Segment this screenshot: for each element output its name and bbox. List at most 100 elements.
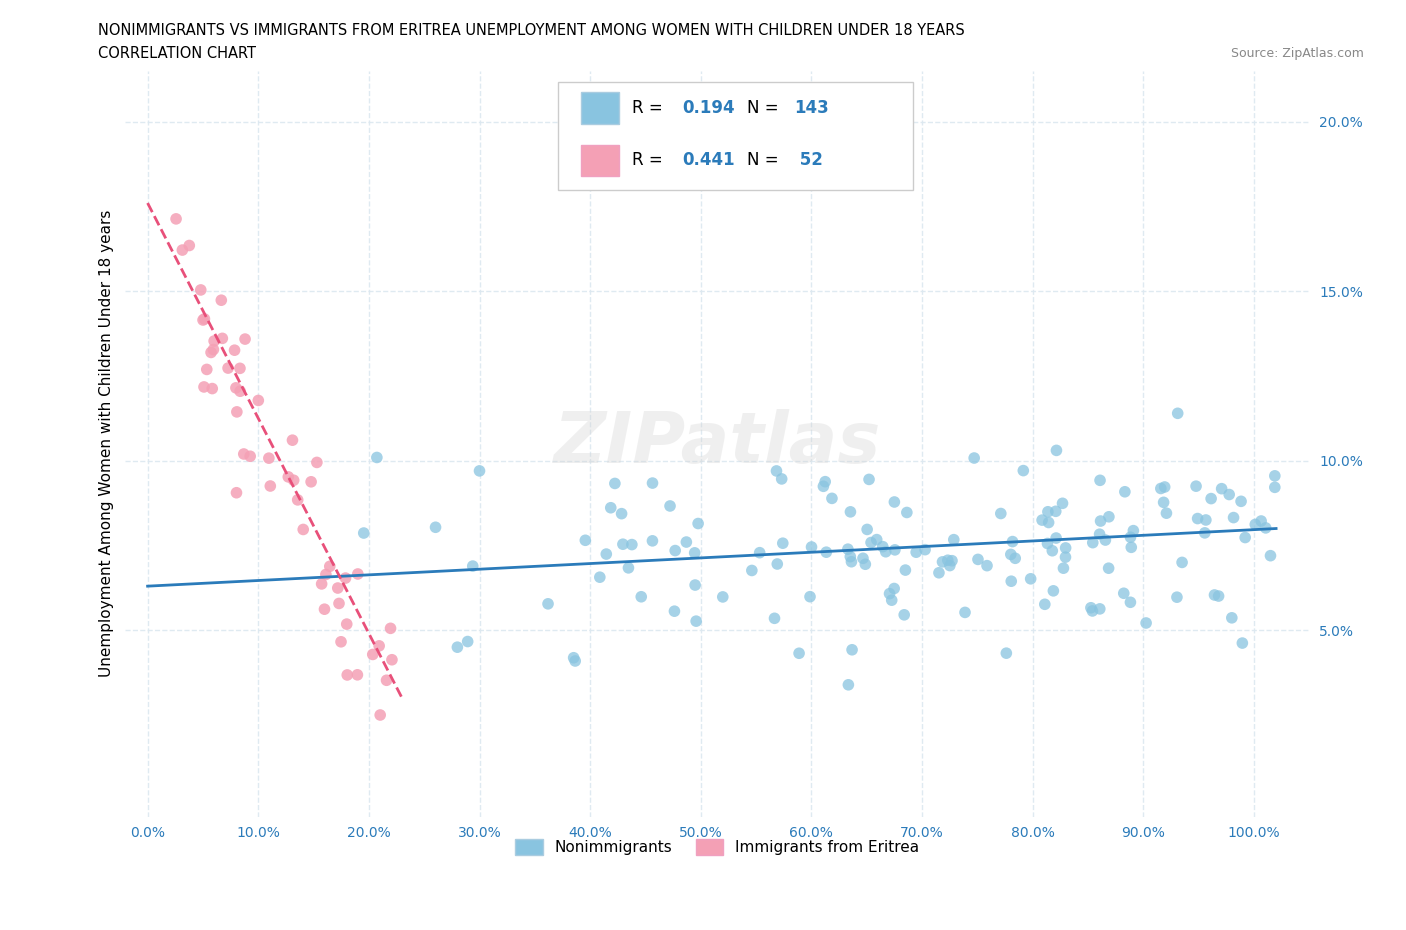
Point (353, 525, 375, 540)
Point (1244, 517, 1267, 532)
Point (1040, 543, 1063, 558)
Point (1031, 512, 1053, 527)
Point (1090, 513, 1112, 528)
Point (815, 545, 838, 560)
Point (641, 475, 664, 490)
Point (942, 532, 965, 547)
Point (976, 558, 998, 573)
Point (852, 551, 875, 565)
Text: CORRELATION CHART: CORRELATION CHART (98, 46, 256, 61)
Point (967, 552, 990, 567)
Point (766, 556, 789, 571)
Text: 143: 143 (794, 100, 830, 117)
Point (225, 405, 247, 419)
Point (748, 545, 770, 560)
Point (191, 312, 214, 327)
Point (1119, 530, 1142, 545)
Point (446, 640, 468, 655)
Point (202, 342, 225, 357)
Point (1260, 549, 1282, 564)
Point (1121, 540, 1143, 555)
Point (232, 446, 254, 461)
Point (311, 577, 333, 591)
Point (990, 506, 1012, 521)
Point (599, 500, 621, 515)
Point (1264, 480, 1286, 495)
Point (1038, 515, 1060, 530)
Point (1119, 595, 1142, 610)
Point (361, 647, 384, 662)
FancyBboxPatch shape (581, 145, 619, 176)
Legend: Nonimmigrants, Immigrants from Eritrea: Nonimmigrants, Immigrants from Eritrea (509, 833, 925, 861)
Text: 0.194: 0.194 (682, 100, 734, 117)
Point (1153, 495, 1175, 510)
Point (1054, 540, 1077, 555)
Text: ZIPatlas: ZIPatlas (554, 409, 882, 478)
Point (225, 485, 247, 500)
Point (200, 345, 222, 360)
Point (787, 645, 810, 660)
Point (858, 472, 880, 486)
Point (664, 543, 686, 558)
Point (335, 571, 357, 586)
Point (195, 362, 218, 377)
Point (172, 243, 194, 258)
Point (336, 668, 359, 683)
Point (346, 668, 368, 683)
Point (305, 455, 328, 470)
Point (574, 533, 596, 548)
Point (770, 472, 793, 486)
Point (856, 522, 879, 537)
Point (612, 537, 634, 551)
Point (224, 343, 246, 358)
Point (1042, 583, 1064, 598)
Point (225, 380, 247, 395)
Point (562, 650, 585, 665)
Point (1094, 533, 1116, 548)
Point (1194, 525, 1216, 540)
Point (685, 614, 707, 629)
Point (1081, 535, 1104, 550)
Point (190, 283, 212, 298)
Point (1264, 469, 1286, 484)
Y-axis label: Unemployment Among Women with Children Under 18 years: Unemployment Among Women with Children U… (100, 210, 114, 677)
Point (1000, 547, 1022, 562)
FancyBboxPatch shape (558, 82, 912, 190)
Point (1222, 511, 1244, 525)
Point (381, 652, 404, 667)
Point (1098, 510, 1121, 525)
Point (872, 539, 894, 554)
Point (800, 539, 823, 554)
Point (1033, 597, 1056, 612)
Point (1081, 604, 1104, 618)
Point (1122, 524, 1144, 538)
Point (683, 545, 706, 560)
Point (326, 580, 349, 595)
Point (211, 331, 233, 346)
Point (287, 493, 309, 508)
Point (839, 550, 862, 565)
Point (880, 592, 903, 607)
Point (1166, 590, 1188, 604)
Point (468, 463, 491, 478)
Point (875, 544, 897, 559)
Text: 52: 52 (794, 152, 823, 169)
Point (1218, 487, 1240, 502)
Point (905, 545, 928, 560)
Point (941, 553, 963, 568)
Point (1135, 616, 1157, 631)
Point (772, 536, 794, 551)
Text: R =: R = (633, 100, 668, 117)
FancyBboxPatch shape (581, 92, 619, 124)
Point (193, 379, 215, 394)
Point (1232, 635, 1254, 650)
Point (1088, 472, 1111, 487)
Point (1195, 512, 1218, 527)
Point (1012, 463, 1035, 478)
Point (461, 559, 484, 574)
Point (664, 604, 686, 618)
Point (841, 554, 863, 569)
Point (853, 557, 876, 572)
Point (1185, 479, 1208, 494)
Point (1052, 561, 1074, 576)
